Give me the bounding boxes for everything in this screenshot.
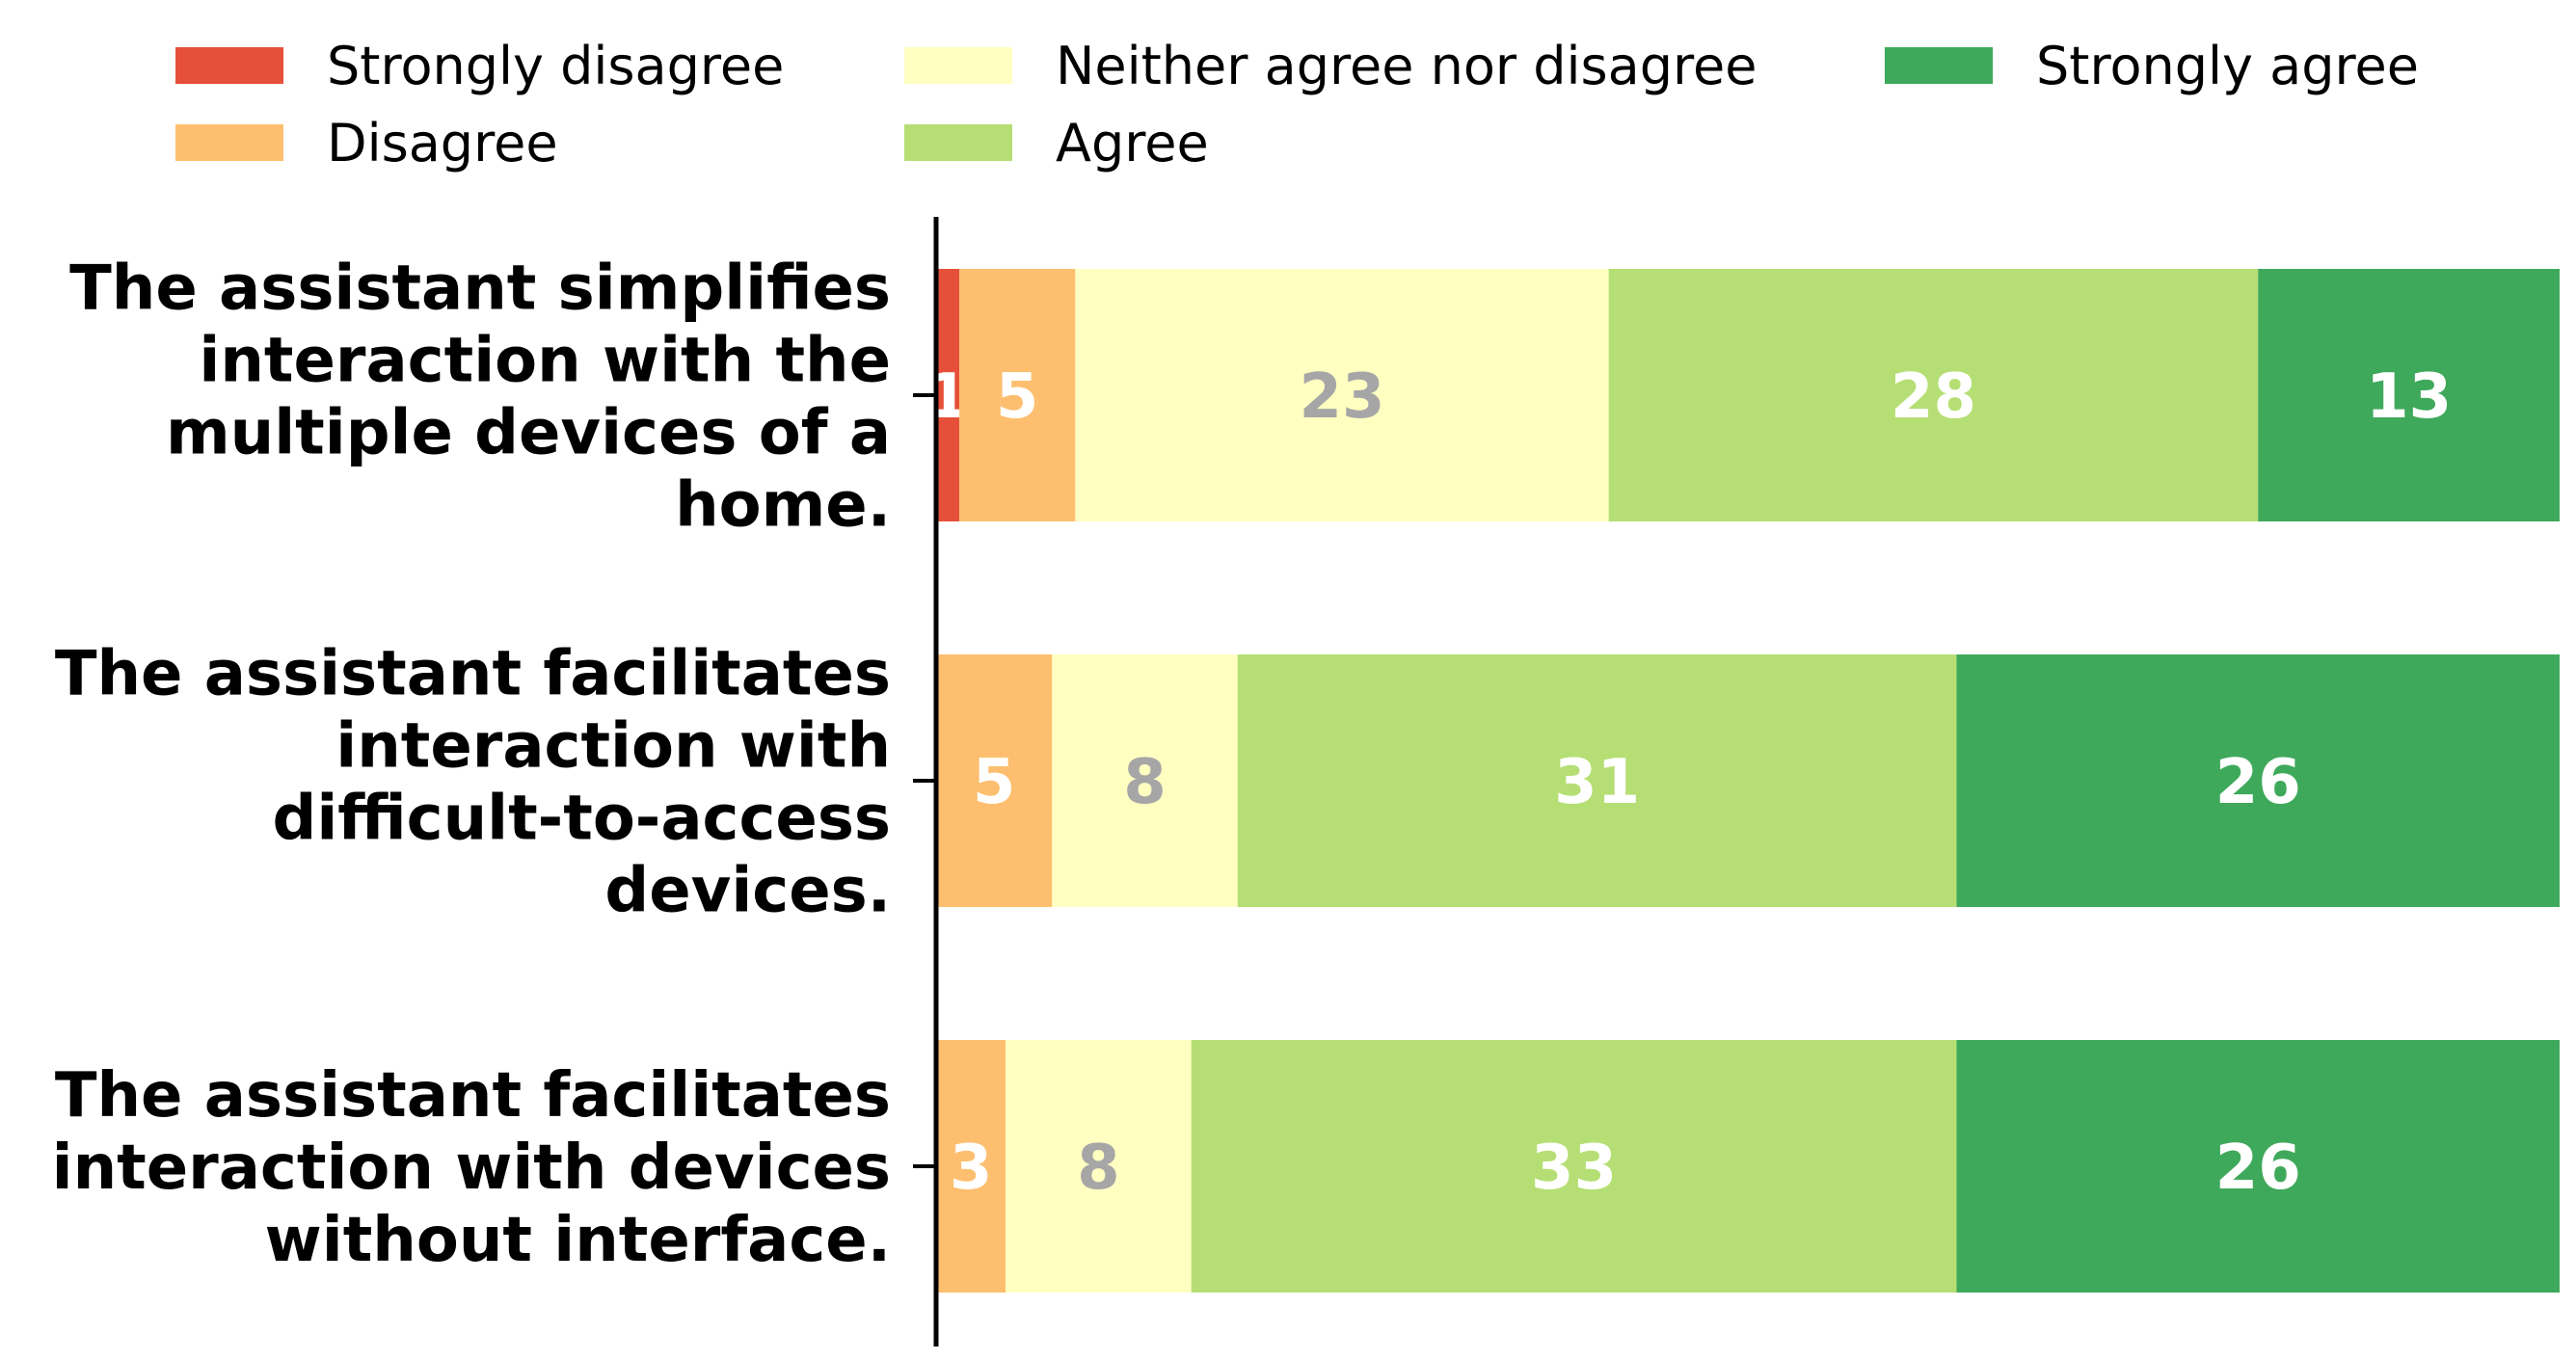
legend-label-agree: Agree xyxy=(1056,113,1209,173)
category-label-line: The assistant facilitates xyxy=(55,639,891,710)
legend: Strongly disagree Disagree Neither agree n… xyxy=(175,36,2419,173)
legend-label-strongly-disagree: Strongly disagree xyxy=(327,36,784,96)
bar-disagree-row-1 xyxy=(959,269,1076,521)
category-label-line: without interface. xyxy=(265,1205,891,1276)
legend-swatch-strongly-disagree xyxy=(175,47,283,84)
bar-value-label-agree-row-1: 28 xyxy=(1891,361,1976,433)
legend-swatch-agree xyxy=(904,124,1012,161)
category-labels: The assistant simplifies interaction with… xyxy=(52,253,936,1276)
legend-swatch-disagree xyxy=(175,124,283,161)
plot-area: 1 5 23 28 135 8 31 263 8 33 26 xyxy=(926,269,2560,1293)
legend-label-disagree: Disagree xyxy=(327,113,558,173)
bar-value-label-strongly-agree-row-3: 26 xyxy=(2215,1133,2301,1204)
category-label-line: interaction with devices xyxy=(52,1133,891,1204)
bar-value-label-disagree-row-3: 3 xyxy=(950,1133,993,1204)
category-label-line: interaction with xyxy=(335,711,891,783)
category-label-line: home. xyxy=(675,470,891,542)
bar-strongly-agree-row-1 xyxy=(2258,269,2560,521)
bar-value-label-strongly-agree-row-2: 26 xyxy=(2215,747,2301,818)
bar-disagree-row-2 xyxy=(936,654,1053,907)
bar-neither-agree-nor-disagree-row-2 xyxy=(1052,654,1238,907)
bar-value-label-agree-row-2: 31 xyxy=(1554,747,1640,818)
legend-swatch-neither-agree-nor-disagree xyxy=(904,47,1012,84)
bar-agree-row-3 xyxy=(1191,1040,1957,1293)
bar-disagree-row-3 xyxy=(936,1040,1006,1293)
bar-strongly-disagree-row-1 xyxy=(936,269,960,521)
category-label-2: The assistant facilitates interaction wit… xyxy=(55,639,891,927)
bar-strongly-agree-row-2 xyxy=(1956,654,2560,907)
bar-value-label-strongly-agree-row-1: 13 xyxy=(2366,361,2452,433)
category-label-line: devices. xyxy=(604,856,891,927)
category-label-1: The assistant simplifies interaction with… xyxy=(69,253,891,542)
bar-value-label-neither-agree-nor-disagree-row-2: 8 xyxy=(1123,747,1167,818)
legend-label-neither-agree-nor-disagree: Neither agree nor disagree xyxy=(1056,36,1757,96)
category-label-3: The assistant facilitates interaction wit… xyxy=(52,1060,891,1276)
bar-value-label-neither-agree-nor-disagree-row-1: 23 xyxy=(1299,361,1384,433)
bar-agree-row-1 xyxy=(1608,269,2259,521)
bar-neither-agree-nor-disagree-row-1 xyxy=(1075,269,1609,521)
bar-value-label-agree-row-3: 33 xyxy=(1531,1133,1617,1204)
legend-swatch-strongly-agree xyxy=(1885,47,1993,84)
bar-strongly-agree-row-3 xyxy=(1956,1040,2560,1293)
bar-value-label-disagree-row-2: 5 xyxy=(973,747,1016,818)
category-label-line: interaction with the xyxy=(199,326,891,397)
bar-value-label-neither-agree-nor-disagree-row-3: 8 xyxy=(1077,1133,1120,1204)
category-label-line: The assistant facilitates xyxy=(55,1060,891,1132)
category-label-line: multiple devices of a xyxy=(166,398,891,469)
category-label-line: The assistant simplifies xyxy=(69,253,891,325)
category-label-line: difficult-to-access xyxy=(273,784,892,855)
bar-agree-row-2 xyxy=(1237,654,1957,907)
bar-value-label-disagree-row-1: 5 xyxy=(996,361,1039,433)
bar-neither-agree-nor-disagree-row-3 xyxy=(1006,1040,1192,1293)
legend-label-strongly-agree: Strongly agree xyxy=(2036,36,2419,96)
